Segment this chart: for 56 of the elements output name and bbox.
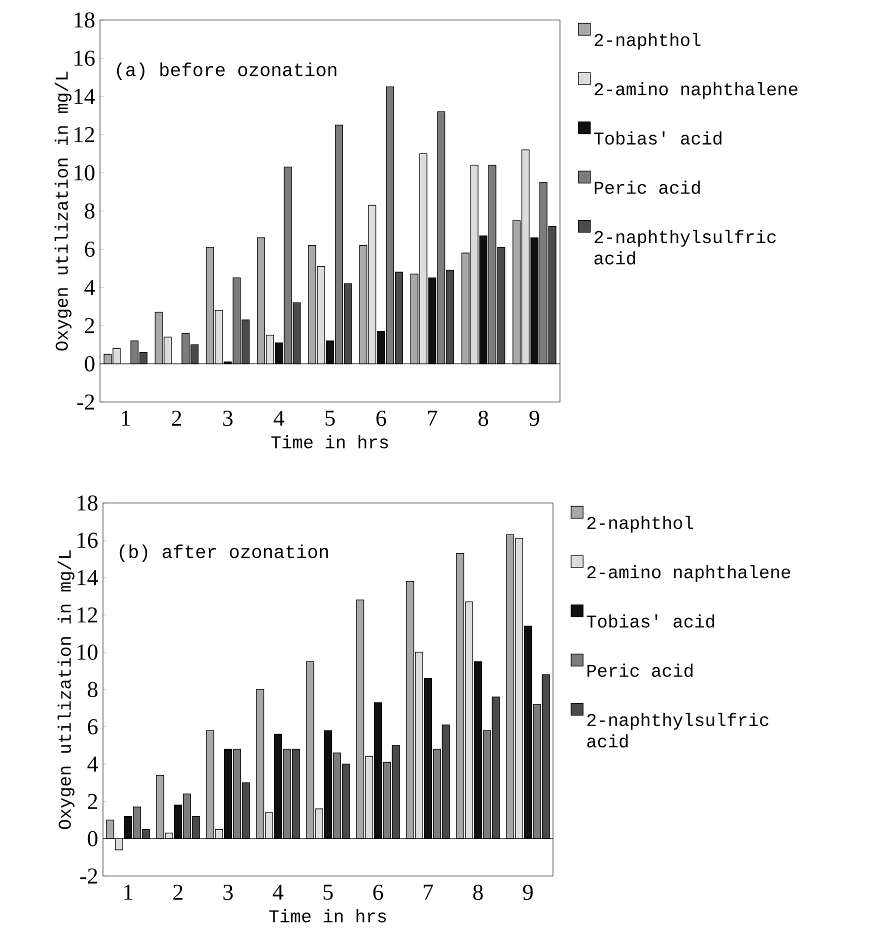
text: (b) after ozonation xyxy=(120,544,328,562)
y-tick-label: 0 xyxy=(84,356,94,372)
x-tick-label: 1 xyxy=(124,884,132,900)
y-tick-label: 18 xyxy=(78,495,98,511)
y-tick-label: 10 xyxy=(78,644,98,660)
x-tick-label: 3 xyxy=(223,884,233,900)
x-tick-label: 7 xyxy=(424,884,434,900)
x-tick-label: 2 xyxy=(172,410,182,426)
x-tick-label: 3 xyxy=(223,410,233,426)
y-tick-label: 8 xyxy=(88,682,98,698)
x-tick-label: 6 xyxy=(376,410,386,426)
y-axis-title: Oxygen utilization in mg/L xyxy=(58,550,74,830)
y-tick-label: 0 xyxy=(88,831,98,846)
legend-label: Peric acid xyxy=(588,664,693,677)
y-tick-label: 4 xyxy=(87,756,98,772)
x-tick-label: 8 xyxy=(473,884,483,900)
y-tick-label: 14 xyxy=(74,88,95,104)
y-tick-label: 10 xyxy=(74,165,94,180)
y-tick-label: 6 xyxy=(84,242,95,257)
x-tick-label: 1 xyxy=(122,410,130,426)
x-tick-label: 6 xyxy=(373,884,383,900)
y-tick-label: 14 xyxy=(78,570,98,586)
y-tick-label: 18 xyxy=(74,12,94,28)
x-tick-label: 9 xyxy=(523,884,533,900)
legend-label: 2-naphthylsulfric acid xyxy=(594,230,776,265)
legend-label: Tobias' acid xyxy=(586,614,714,628)
y-axis-title: Oxygen utilization in mg/L xyxy=(54,72,72,351)
x-tick-label: 4 xyxy=(272,884,284,900)
legend-label: 2-amino naphthalene xyxy=(594,82,798,99)
x-tick-label: 4 xyxy=(274,410,284,426)
x-axis-title: Time in hrs xyxy=(271,435,388,448)
y-tick-label: 2 xyxy=(88,794,98,809)
legend-label: Peric acid xyxy=(594,180,700,194)
x-tick-label: 2 xyxy=(173,884,182,900)
x-tick-label: 9 xyxy=(530,410,540,426)
legend-label: 2-amino naphthalene xyxy=(587,565,790,582)
legend-label: 2-naphthol xyxy=(587,516,694,533)
y-tick-label: 6 xyxy=(88,719,98,734)
y-tick-label: 16 xyxy=(74,50,95,66)
x-tick-label: 5 xyxy=(326,410,335,426)
y-tick-label: 4 xyxy=(84,280,95,295)
x-tick-label: 7 xyxy=(428,410,438,426)
x-axis-title: Time in hrs xyxy=(269,909,386,922)
y-tick-label: 2 xyxy=(84,318,94,334)
legend-label: Tobias' acid xyxy=(594,131,722,145)
y-tick-label: 12 xyxy=(74,127,94,142)
y-tick-label: 16 xyxy=(78,532,98,548)
x-tick-label: 5 xyxy=(324,884,333,900)
y-tick-label: 12 xyxy=(78,607,98,622)
legend-label: 2-naphthylsulfric acid xyxy=(587,712,768,748)
y-tick-label: -2 xyxy=(80,868,98,884)
y-tick-label: 8 xyxy=(84,203,94,219)
y-tick-label: -2 xyxy=(77,394,94,410)
text: (a) before ozonation xyxy=(117,62,336,80)
x-tick-label: 8 xyxy=(478,410,488,426)
legend-label: 2-naphthol xyxy=(594,32,700,50)
